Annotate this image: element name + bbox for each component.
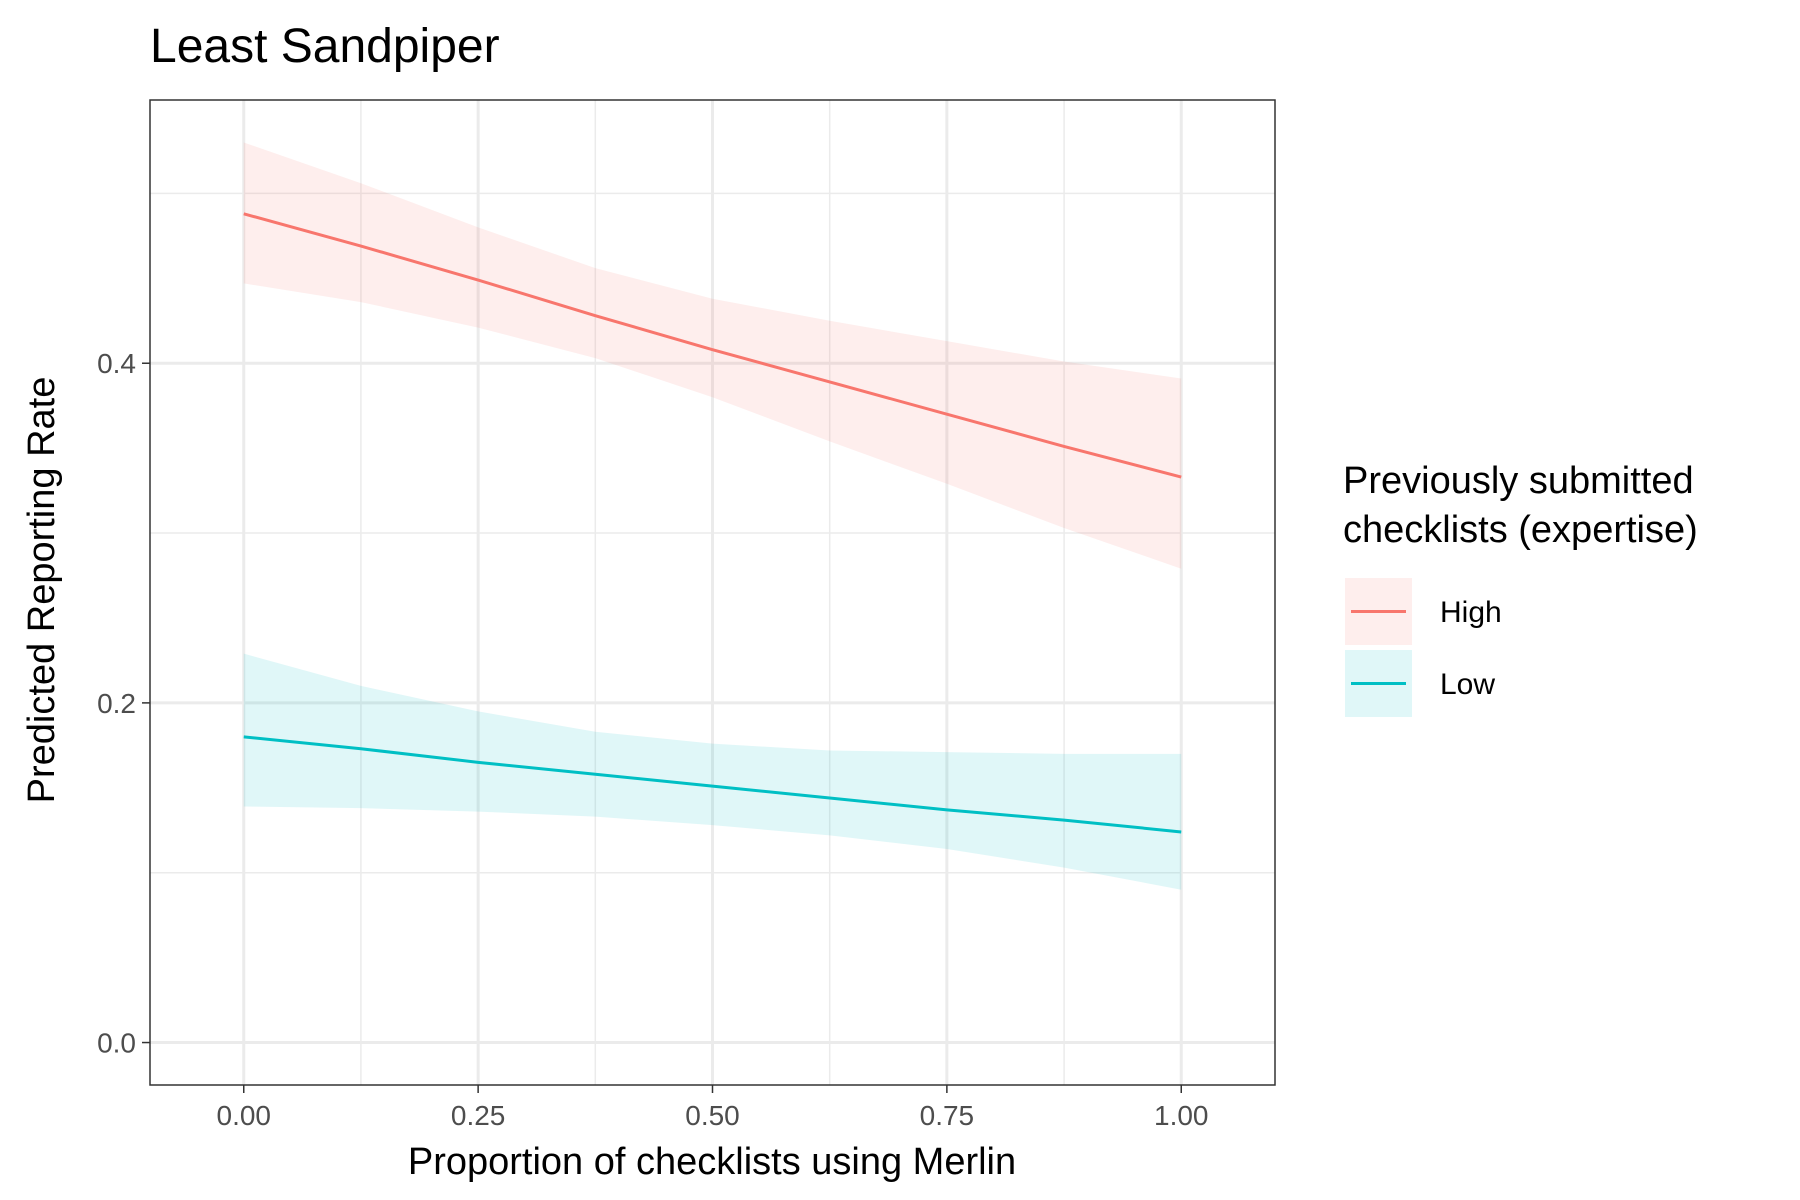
x-tick-label: 0.25 (451, 1100, 506, 1131)
x-tick-label: 0.75 (920, 1100, 975, 1131)
plot-panel (149, 99, 1276, 1086)
y-tick-label: 0.4 (97, 348, 136, 379)
y-tick-label: 0.2 (97, 688, 136, 719)
ribbon-high (243, 142, 1182, 569)
y-axis: 0.0 0.2 0.4 (97, 348, 150, 1059)
legend-label-high: High (1440, 596, 1502, 629)
legend-label-low: Low (1440, 668, 1495, 701)
ribbon-low (243, 653, 1182, 890)
line-low (243, 735, 1182, 834)
x-tick-label: 1.00 (1154, 1100, 1209, 1131)
series-lines (243, 212, 1182, 834)
confidence-ribbons (243, 142, 1182, 890)
legend-title-line-1: Previously submitted (1343, 460, 1694, 502)
y-axis-title: Predicted Reporting Rate (21, 377, 63, 804)
grid-major (150, 100, 1275, 1085)
legend: Previously submitted checklists (experti… (1343, 460, 1698, 717)
x-tick-label: 0.00 (217, 1100, 272, 1131)
y-tick-label: 0.0 (97, 1028, 136, 1059)
line-high (243, 212, 1182, 479)
x-tick-label: 0.50 (685, 1100, 740, 1131)
x-axis-title: Proportion of checklists using Merlin (408, 1141, 1016, 1183)
legend-keys: High Low (1345, 578, 1502, 717)
legend-title-line-2: checklists (expertise) (1343, 509, 1698, 551)
chart-title: Least Sandpiper (150, 20, 500, 73)
x-axis: 0.00 0.25 0.50 0.75 1.00 (217, 1085, 1209, 1131)
